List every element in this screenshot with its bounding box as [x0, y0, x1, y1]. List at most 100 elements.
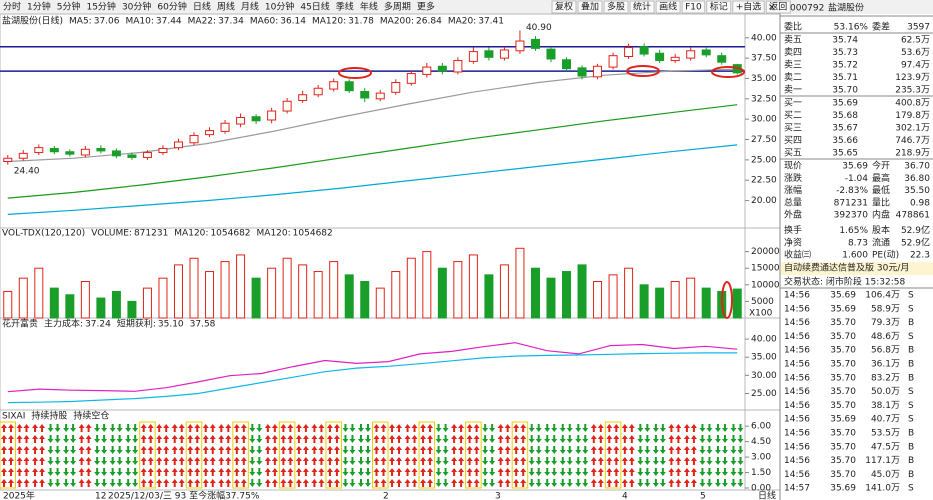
- period-tab[interactable]: 1分钟: [27, 1, 51, 13]
- indicator-value: 31.78: [348, 17, 374, 27]
- down-arrow: [342, 424, 349, 432]
- down-arrow: [652, 468, 659, 476]
- up-arrow: [690, 446, 697, 454]
- candle-body: [655, 52, 665, 62]
- tool-button-bg[interactable]: [732, 0, 765, 14]
- period-tab[interactable]: 周线: [217, 1, 235, 13]
- indicator-label: 主力成本:: [44, 318, 83, 330]
- candle-body: [205, 130, 215, 136]
- tool-button[interactable]: 统计: [633, 1, 651, 13]
- candle-body: [158, 147, 168, 154]
- tool-button-bg[interactable]: [577, 0, 603, 14]
- up-arrow: [668, 424, 675, 432]
- down-arrow: [364, 468, 371, 476]
- period-tab[interactable]: 60分钟: [157, 1, 186, 13]
- down-arrow: [132, 468, 139, 476]
- up-arrow: [302, 446, 309, 454]
- down-arrow: [652, 424, 659, 432]
- close-button[interactable]: ×: [768, 3, 776, 13]
- tool-button[interactable]: 返回: [769, 1, 787, 13]
- up-arrow: [497, 424, 504, 432]
- tool-button[interactable]: F10: [685, 3, 702, 13]
- down-arrow: [535, 468, 542, 476]
- up-arrow: [23, 446, 30, 454]
- up-arrow: [683, 446, 690, 454]
- book-volume: 218.9万: [895, 149, 930, 159]
- up-arrow: [318, 435, 325, 443]
- tool-button[interactable]: 复权: [555, 1, 573, 13]
- quote-cell: 总量: [784, 196, 802, 208]
- up-arrow: [427, 479, 434, 487]
- tool-button-bg[interactable]: [655, 0, 681, 14]
- tool-button-bg[interactable]: [765, 0, 791, 14]
- period-tab[interactable]: 30分钟: [122, 1, 151, 13]
- period-tab[interactable]: 10分钟: [265, 1, 294, 13]
- up-arrow: [280, 468, 287, 476]
- down-arrow: [489, 424, 496, 432]
- y-tick-label: 15000: [751, 264, 780, 274]
- ticker[interactable]: 自动续费通达信普及版 30元/月: [784, 262, 909, 274]
- up-arrow: [613, 457, 620, 465]
- up-arrow: [389, 479, 396, 487]
- period-tab[interactable]: 45日线: [300, 1, 329, 13]
- tool-button[interactable]: 多股: [607, 1, 625, 13]
- up-arrow: [326, 457, 333, 465]
- up-arrow: [140, 479, 147, 487]
- trade-side: S: [908, 304, 914, 314]
- down-arrow: [47, 479, 54, 487]
- down-arrow: [109, 446, 116, 454]
- up-arrow: [333, 435, 340, 443]
- down-arrow: [482, 435, 489, 443]
- period-tab[interactable]: 月线: [241, 1, 259, 13]
- tool-button[interactable]: 画线: [659, 1, 677, 13]
- period-tab[interactable]: 15分钟: [86, 1, 115, 13]
- up-arrow: [458, 435, 465, 443]
- candle-body: [608, 55, 618, 68]
- tool-button-bg[interactable]: [629, 0, 655, 14]
- down-arrow: [559, 457, 566, 465]
- y-tick-label: 35.00: [751, 353, 777, 363]
- down-arrow: [528, 435, 535, 443]
- up-arrow: [1, 457, 7, 465]
- tool-button-bg[interactable]: [681, 0, 706, 14]
- up-arrow: [451, 457, 458, 465]
- period-tab[interactable]: 分时: [3, 1, 21, 13]
- trade-volume: 141.0万: [865, 484, 900, 494]
- candle-body: [329, 81, 339, 90]
- tool-button-bg[interactable]: [706, 0, 732, 14]
- up-arrow: [171, 435, 178, 443]
- signal-box: [0, 421, 17, 489]
- up-arrow: [458, 457, 465, 465]
- up-arrow: [683, 424, 690, 432]
- tool-button-bg[interactable]: [551, 0, 577, 14]
- quote-cell: 53.16%: [834, 23, 869, 33]
- up-arrow: [311, 424, 318, 432]
- trade-volume: 53.5万: [871, 429, 900, 439]
- period-tab[interactable]: 更多: [417, 1, 435, 13]
- quote-cell: 收益㈢: [784, 249, 811, 261]
- period-tab[interactable]: 年线: [360, 1, 378, 13]
- period-tab[interactable]: 日线: [193, 1, 211, 13]
- tool-button[interactable]: 叠加: [581, 2, 599, 13]
- tool-button[interactable]: +自选: [736, 1, 762, 13]
- down-arrow: [116, 468, 123, 476]
- down-arrow: [489, 468, 496, 476]
- down-arrow: [699, 435, 706, 443]
- period-tab[interactable]: 季线: [336, 1, 354, 13]
- tool-button-bg[interactable]: [603, 0, 629, 14]
- highlight-ring: [711, 66, 745, 78]
- period-tab[interactable]: 5分钟: [57, 1, 81, 13]
- up-arrow: [1, 479, 7, 487]
- up-arrow: [240, 457, 247, 465]
- up-arrow: [140, 457, 147, 465]
- y-tick-label: 25.00: [751, 155, 777, 165]
- up-arrow: [411, 468, 418, 476]
- up-arrow: [225, 424, 232, 432]
- y-tick-label: 37.50: [751, 54, 777, 64]
- tool-button[interactable]: 标记: [710, 1, 728, 13]
- period-tab[interactable]: 多周期: [384, 1, 411, 13]
- up-arrow: [675, 424, 682, 432]
- up-arrow: [690, 457, 697, 465]
- down-arrow: [544, 479, 551, 487]
